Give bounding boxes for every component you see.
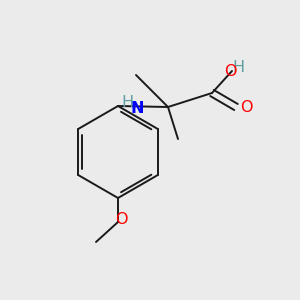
Text: N: N — [130, 101, 144, 116]
Text: H: H — [121, 95, 133, 110]
Text: O: O — [224, 64, 236, 80]
Text: H: H — [232, 59, 244, 74]
Text: O: O — [240, 100, 252, 115]
Text: O: O — [115, 212, 127, 226]
